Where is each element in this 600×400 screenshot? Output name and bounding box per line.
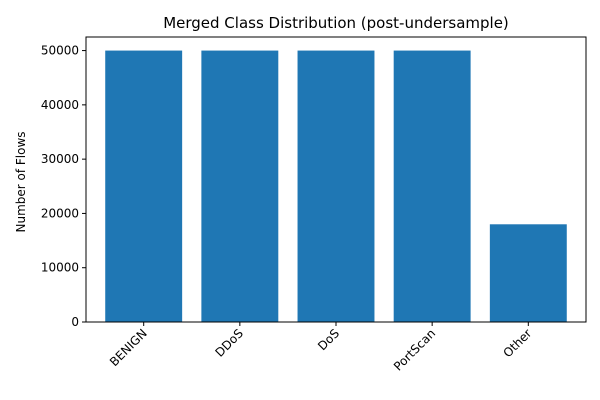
bar-portscan [393,50,471,322]
x-tick-label: DoS [315,326,342,353]
y-tick-label: 30000 [41,152,79,166]
bar-ddos [201,50,279,322]
y-axis-label: Number of Flows [14,131,28,232]
x-tick-label: PortScan [391,326,438,373]
x-tick-label: DDoS [212,326,246,360]
bar-other [489,224,567,322]
y-tick-label: 0 [71,315,79,329]
bar-benign [105,50,183,322]
x-tick-label: BENIGN [107,326,150,369]
bar-dos [297,50,375,322]
y-tick-label: 10000 [41,261,79,275]
y-tick-label: 50000 [41,44,79,58]
y-tick-label: 40000 [41,98,79,112]
chart-title: Merged Class Distribution (post-undersam… [163,14,509,32]
axes-frame [85,36,587,323]
x-tick-label: Other [500,326,534,360]
plot-area: 0 10000 20000 30000 40000 50000 BENIGN DDoS DoS P… [41,36,587,374]
y-tick-label: 20000 [41,206,79,220]
